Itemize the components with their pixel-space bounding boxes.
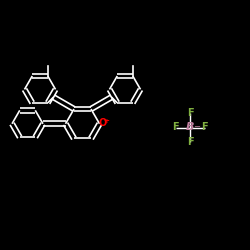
Text: F: F (187, 137, 193, 147)
Text: F: F (201, 122, 208, 132)
Text: F: F (172, 122, 179, 132)
Text: B: B (186, 122, 194, 132)
Text: −: − (193, 122, 200, 132)
Text: O: O (99, 118, 107, 128)
Text: +: + (103, 118, 109, 124)
Text: F: F (187, 108, 193, 118)
